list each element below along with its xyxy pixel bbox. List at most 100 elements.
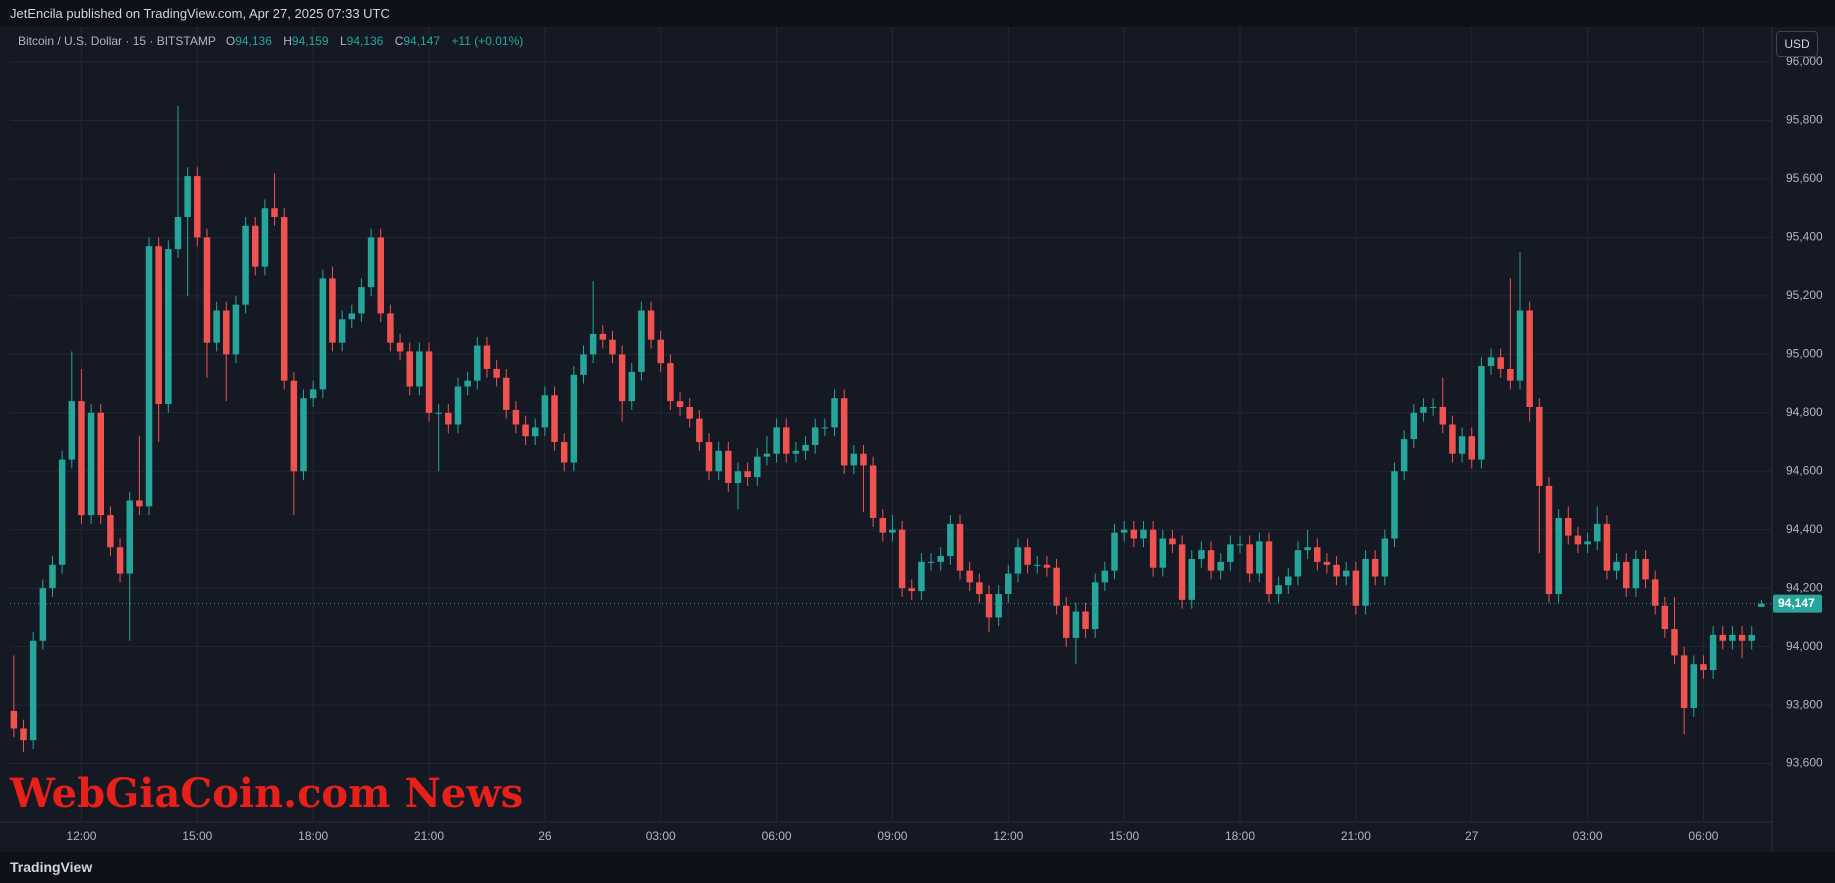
candle-body [1700,664,1707,671]
candle-body [1410,412,1418,440]
y-tick-label: 95,200 [1786,288,1823,302]
candle-body [1101,570,1109,583]
candle-body [454,386,462,425]
candle-body [1690,664,1698,709]
candle-body [1671,629,1678,656]
candle-body [628,371,636,402]
candle-body [10,710,18,729]
candle-body [1381,538,1389,577]
candle-body [667,363,674,402]
x-tick-label: 03:00 [646,829,676,843]
candle-body [551,395,558,443]
candle-body [1188,558,1195,600]
candle-body [1342,570,1350,577]
top-bar: JetEncila published on TradingView.com, … [0,0,1835,27]
candle-body [348,313,356,320]
candle-body [1265,541,1273,595]
candle-body [1565,518,1572,536]
candle-body [309,389,317,399]
candle-body [734,471,742,483]
candle-body [174,216,182,250]
candle-body [840,398,848,466]
open-value: 94,136 [235,34,272,48]
candle-body [580,354,587,375]
candle-body [29,640,37,741]
candle-body [831,398,838,428]
candle-body [1497,357,1504,369]
x-tick-label: 09:00 [877,829,907,843]
candle-body [1574,535,1582,545]
candle-body [1651,579,1659,606]
legend: Bitcoin / U.S. Dollar · 15 · BITSTAMP O9… [18,34,531,48]
y-tick-label: 94,400 [1786,522,1823,536]
currency-button[interactable]: USD [1776,31,1818,57]
candle-body [725,450,732,483]
candle-body [879,518,887,533]
candle-body [1516,310,1524,381]
x-tick-label: 18:00 [1225,829,1255,843]
candle-body [1709,634,1717,671]
candle-body [1613,561,1620,571]
candle-body [560,442,568,463]
candle-body [705,442,713,472]
x-tick-label: 21:00 [1341,829,1371,843]
candle-body [1198,550,1205,559]
change: +11 (+0.01%) [451,34,524,48]
candle-body [1352,570,1360,606]
candle-body [474,345,481,381]
candle-body [483,345,491,369]
high-label: H [283,34,292,48]
x-tick-label: 21:00 [414,829,444,843]
candle-body [58,459,66,565]
y-tick-label: 95,400 [1786,230,1823,244]
candle-body [937,556,944,562]
candle-body [850,453,858,466]
candle-body [1217,561,1224,571]
y-tick-label: 95,800 [1786,113,1823,127]
candle-body [1680,655,1688,709]
candle-body [1420,406,1427,413]
candle-body [425,351,433,413]
candle-body [1429,406,1437,408]
candle-body [657,339,664,364]
x-tick-label: 03:00 [1573,829,1603,843]
candle-body [49,564,56,589]
y-tick-label: 96,000 [1786,54,1823,68]
x-tick-label: 18:00 [298,829,328,843]
candle-body [570,374,578,463]
last-price-label: 94,147 [1778,596,1815,610]
candle-body [1371,558,1379,577]
candle-body [715,450,722,472]
symbol: Bitcoin / U.S. Dollar · 15 · BITSTAMP [18,34,216,48]
candle-body [107,515,114,548]
candle-body [1091,582,1099,630]
x-tick-label: 27 [1465,829,1479,843]
candle-body [541,395,549,428]
low-label: L [339,34,347,48]
candle-body [1034,564,1041,566]
candle-body [1140,529,1147,539]
candle-body [271,208,278,217]
candle-body [985,594,993,618]
candle-body [522,424,529,437]
low-value: 94,136 [346,34,384,48]
candle-body [223,310,230,355]
candle-body [947,523,954,557]
candle-body [773,427,780,454]
candle-body [898,529,906,589]
candle-body [377,237,384,314]
candle-body [1005,573,1012,595]
candle-body [251,225,259,267]
x-tick-label: 15:00 [182,829,212,843]
candle-body [1536,406,1543,486]
candle-body [503,377,510,410]
x-tick-label: 12:00 [993,829,1023,843]
candle-body [1391,471,1398,539]
bottom-bar: TradingView [0,852,1835,883]
candle-body [1227,544,1234,562]
candle-body [1323,561,1331,565]
candle-body [995,594,1002,618]
chart-background [0,27,1835,852]
candle-body [232,304,240,355]
